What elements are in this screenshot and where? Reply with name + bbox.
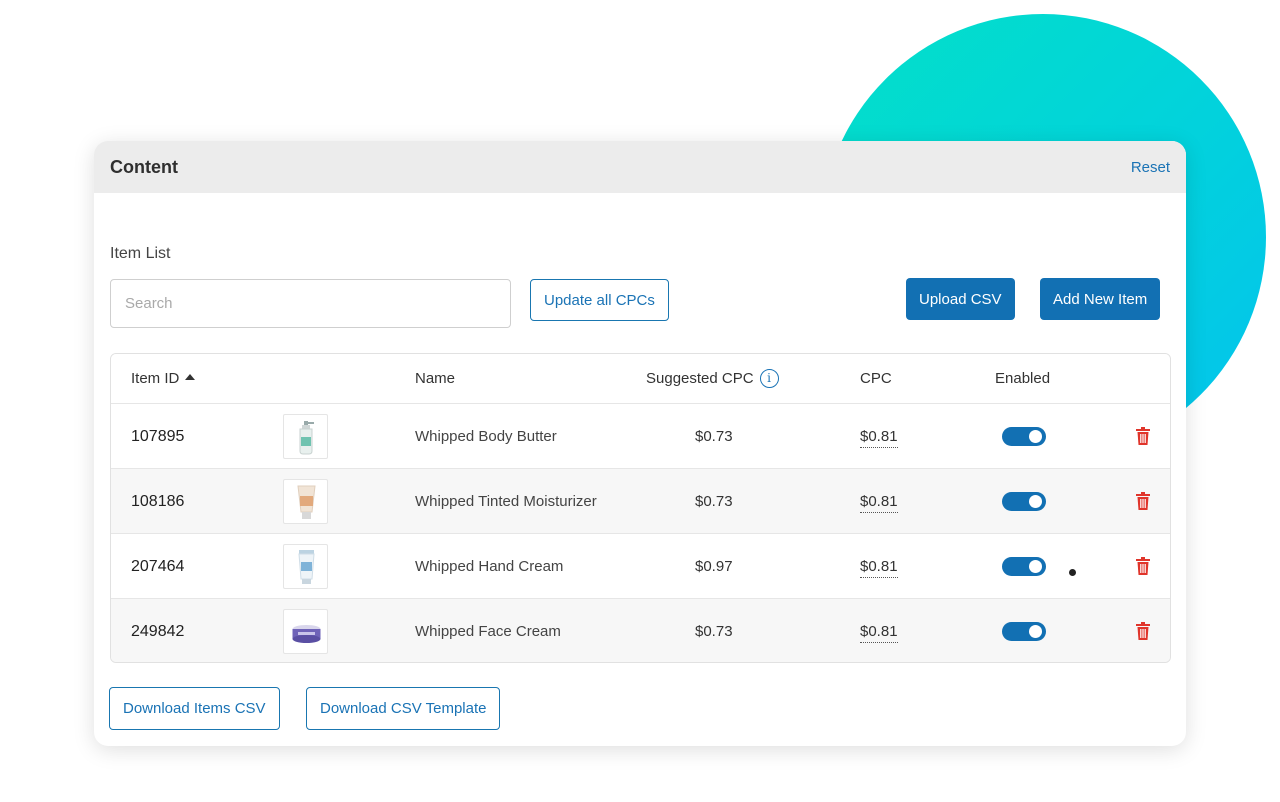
cursor-dot <box>1069 569 1076 576</box>
card-header: Content Reset <box>94 141 1186 193</box>
cpc-value-text: $0.81 <box>860 493 898 513</box>
items-table: Item ID Name Suggested CPC i CPC Enabled … <box>110 353 1171 663</box>
toggle-knob <box>1029 495 1042 508</box>
item-name: Whipped Face Cream <box>415 623 561 640</box>
column-header-suggested-cpc-label: Suggested CPC <box>646 370 754 387</box>
suggested-cpc: $0.73 <box>695 623 733 640</box>
toggle-knob <box>1029 430 1042 443</box>
enabled-toggle[interactable] <box>1002 622 1046 641</box>
item-id: 249842 <box>131 623 185 640</box>
column-header-cpc: CPC <box>860 370 892 387</box>
column-header-suggested-cpc: Suggested CPC i <box>646 354 779 404</box>
column-header-item-id[interactable]: Item ID <box>131 354 196 404</box>
trash-icon[interactable] <box>1136 622 1150 640</box>
reset-link[interactable]: Reset <box>1130 158 1170 176</box>
download-csv-template-button[interactable]: Download CSV Template <box>306 687 501 730</box>
column-header-enabled: Enabled <box>995 370 1051 387</box>
card-title: Content <box>110 156 178 177</box>
cpc-value[interactable]: $0.81 <box>860 404 898 469</box>
item-id: 207464 <box>131 558 185 575</box>
table-row: 107895 Whipped Body Butter $0.73 $0.81 <box>111 404 1170 469</box>
download-items-csv-button[interactable]: Download Items CSV <box>109 687 280 730</box>
tinted-tube-icon <box>283 479 328 524</box>
trash-icon[interactable] <box>1136 427 1150 445</box>
table-row: 207464 Whipped Hand Cream $0.97 $0.81 <box>111 534 1170 599</box>
table-row: 249842 Whipped Face Cream $0.73 $0.81 <box>111 599 1170 662</box>
info-icon[interactable]: i <box>759 368 779 388</box>
cpc-value[interactable]: $0.81 <box>860 599 898 662</box>
cpc-value[interactable]: $0.81 <box>860 534 898 599</box>
cream-tube-icon <box>283 544 328 589</box>
column-header-item-id-label: Item ID <box>131 370 180 387</box>
enabled-toggle[interactable] <box>1002 557 1046 576</box>
add-new-item-button[interactable]: Add New Item <box>1040 278 1161 320</box>
sort-ascending-icon <box>185 374 196 381</box>
cpc-value-text: $0.81 <box>860 428 898 448</box>
upload-csv-button[interactable]: Upload CSV <box>906 278 1015 320</box>
item-id: 107895 <box>131 428 185 445</box>
item-name: Whipped Hand Cream <box>415 558 564 575</box>
column-header-name: Name <box>415 370 456 387</box>
cpc-value-text: $0.81 <box>860 623 898 643</box>
table-row: 108186 Whipped Tinted Moisturizer $0.73 … <box>111 469 1170 534</box>
suggested-cpc: $0.97 <box>695 558 733 575</box>
table-header: Item ID Name Suggested CPC i CPC Enabled <box>111 354 1170 404</box>
trash-icon[interactable] <box>1136 557 1150 575</box>
update-all-cpcs-button[interactable]: Update all CPCs <box>530 279 669 321</box>
cpc-value-text: $0.81 <box>860 558 898 578</box>
toggle-knob <box>1029 560 1042 573</box>
item-name: Whipped Body Butter <box>415 428 557 445</box>
enabled-toggle[interactable] <box>1002 427 1046 446</box>
cream-jar-icon <box>283 609 328 654</box>
item-list-label: Item List <box>110 245 171 262</box>
search-input[interactable] <box>110 279 511 328</box>
toggle-knob <box>1029 625 1042 638</box>
pump-bottle-icon <box>283 414 328 459</box>
cpc-value[interactable]: $0.81 <box>860 469 898 534</box>
item-name: Whipped Tinted Moisturizer <box>415 493 597 510</box>
trash-icon[interactable] <box>1136 492 1150 510</box>
enabled-toggle[interactable] <box>1002 492 1046 511</box>
content-card: Content Reset Item List Update all CPCs … <box>94 141 1186 746</box>
item-id: 108186 <box>131 493 185 510</box>
suggested-cpc: $0.73 <box>695 493 733 510</box>
suggested-cpc: $0.73 <box>695 428 733 445</box>
